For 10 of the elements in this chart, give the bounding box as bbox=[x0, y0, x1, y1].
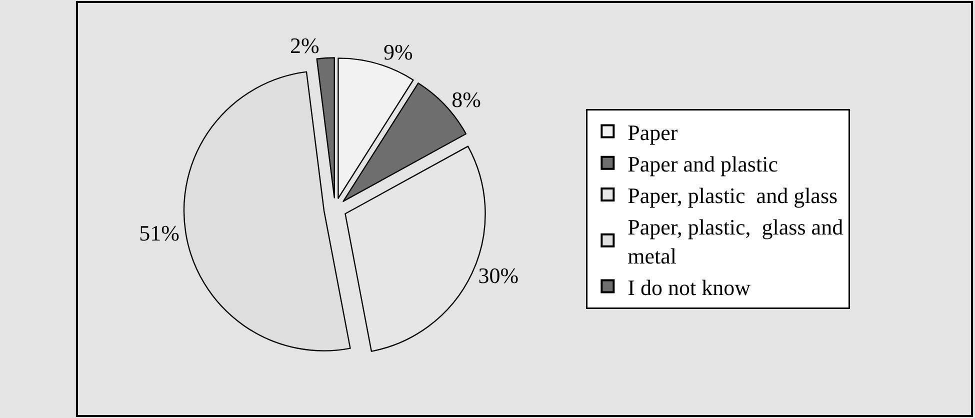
data-label: 30% bbox=[478, 263, 519, 288]
data-label: 51% bbox=[139, 220, 180, 246]
data-label: 9% bbox=[384, 40, 413, 65]
legend-label: Paper, plastic, glass and metal bbox=[628, 214, 844, 268]
data-label: 8% bbox=[452, 87, 481, 112]
legend-label: I do not know bbox=[628, 274, 751, 300]
data-label: 2% bbox=[290, 33, 320, 58]
legend-label: Paper bbox=[628, 120, 678, 145]
legend-label: Paper and plastic bbox=[628, 151, 778, 176]
legend-label: Paper, plastic and glass bbox=[628, 183, 838, 208]
